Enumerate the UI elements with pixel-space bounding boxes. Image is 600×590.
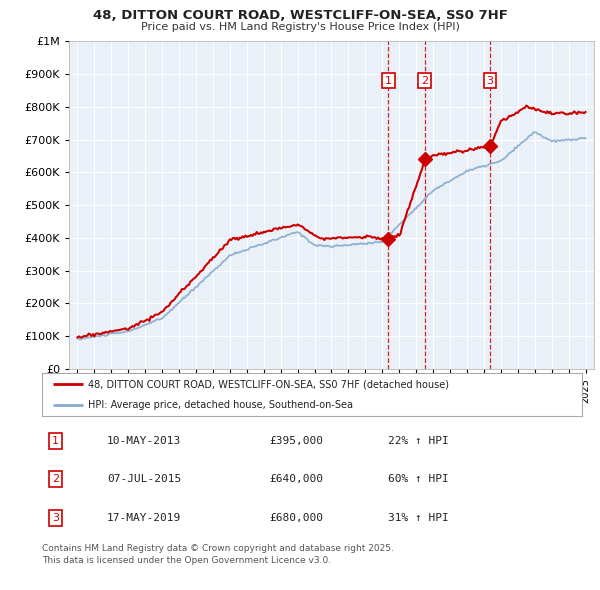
Text: HPI: Average price, detached house, Southend-on-Sea: HPI: Average price, detached house, Sout… [88,401,353,410]
Text: 31% ↑ HPI: 31% ↑ HPI [388,513,448,523]
Text: 1: 1 [385,76,392,86]
Text: £680,000: £680,000 [269,513,323,523]
Text: 48, DITTON COURT ROAD, WESTCLIFF-ON-SEA, SS0 7HF: 48, DITTON COURT ROAD, WESTCLIFF-ON-SEA,… [92,9,508,22]
Text: 48, DITTON COURT ROAD, WESTCLIFF-ON-SEA, SS0 7HF (detached house): 48, DITTON COURT ROAD, WESTCLIFF-ON-SEA,… [88,379,449,389]
Text: 3: 3 [52,513,59,523]
Text: £395,000: £395,000 [269,435,323,445]
Text: 07-JUL-2015: 07-JUL-2015 [107,474,181,484]
Text: Price paid vs. HM Land Registry's House Price Index (HPI): Price paid vs. HM Land Registry's House … [140,22,460,32]
Text: 17-MAY-2019: 17-MAY-2019 [107,513,181,523]
Text: Contains HM Land Registry data © Crown copyright and database right 2025.
This d: Contains HM Land Registry data © Crown c… [42,544,394,565]
Text: 2: 2 [421,76,428,86]
Text: 1: 1 [52,435,59,445]
Text: 60% ↑ HPI: 60% ↑ HPI [388,474,448,484]
Text: £640,000: £640,000 [269,474,323,484]
Text: 10-MAY-2013: 10-MAY-2013 [107,435,181,445]
Text: 2: 2 [52,474,59,484]
Text: 3: 3 [487,76,494,86]
Text: 22% ↑ HPI: 22% ↑ HPI [388,435,448,445]
